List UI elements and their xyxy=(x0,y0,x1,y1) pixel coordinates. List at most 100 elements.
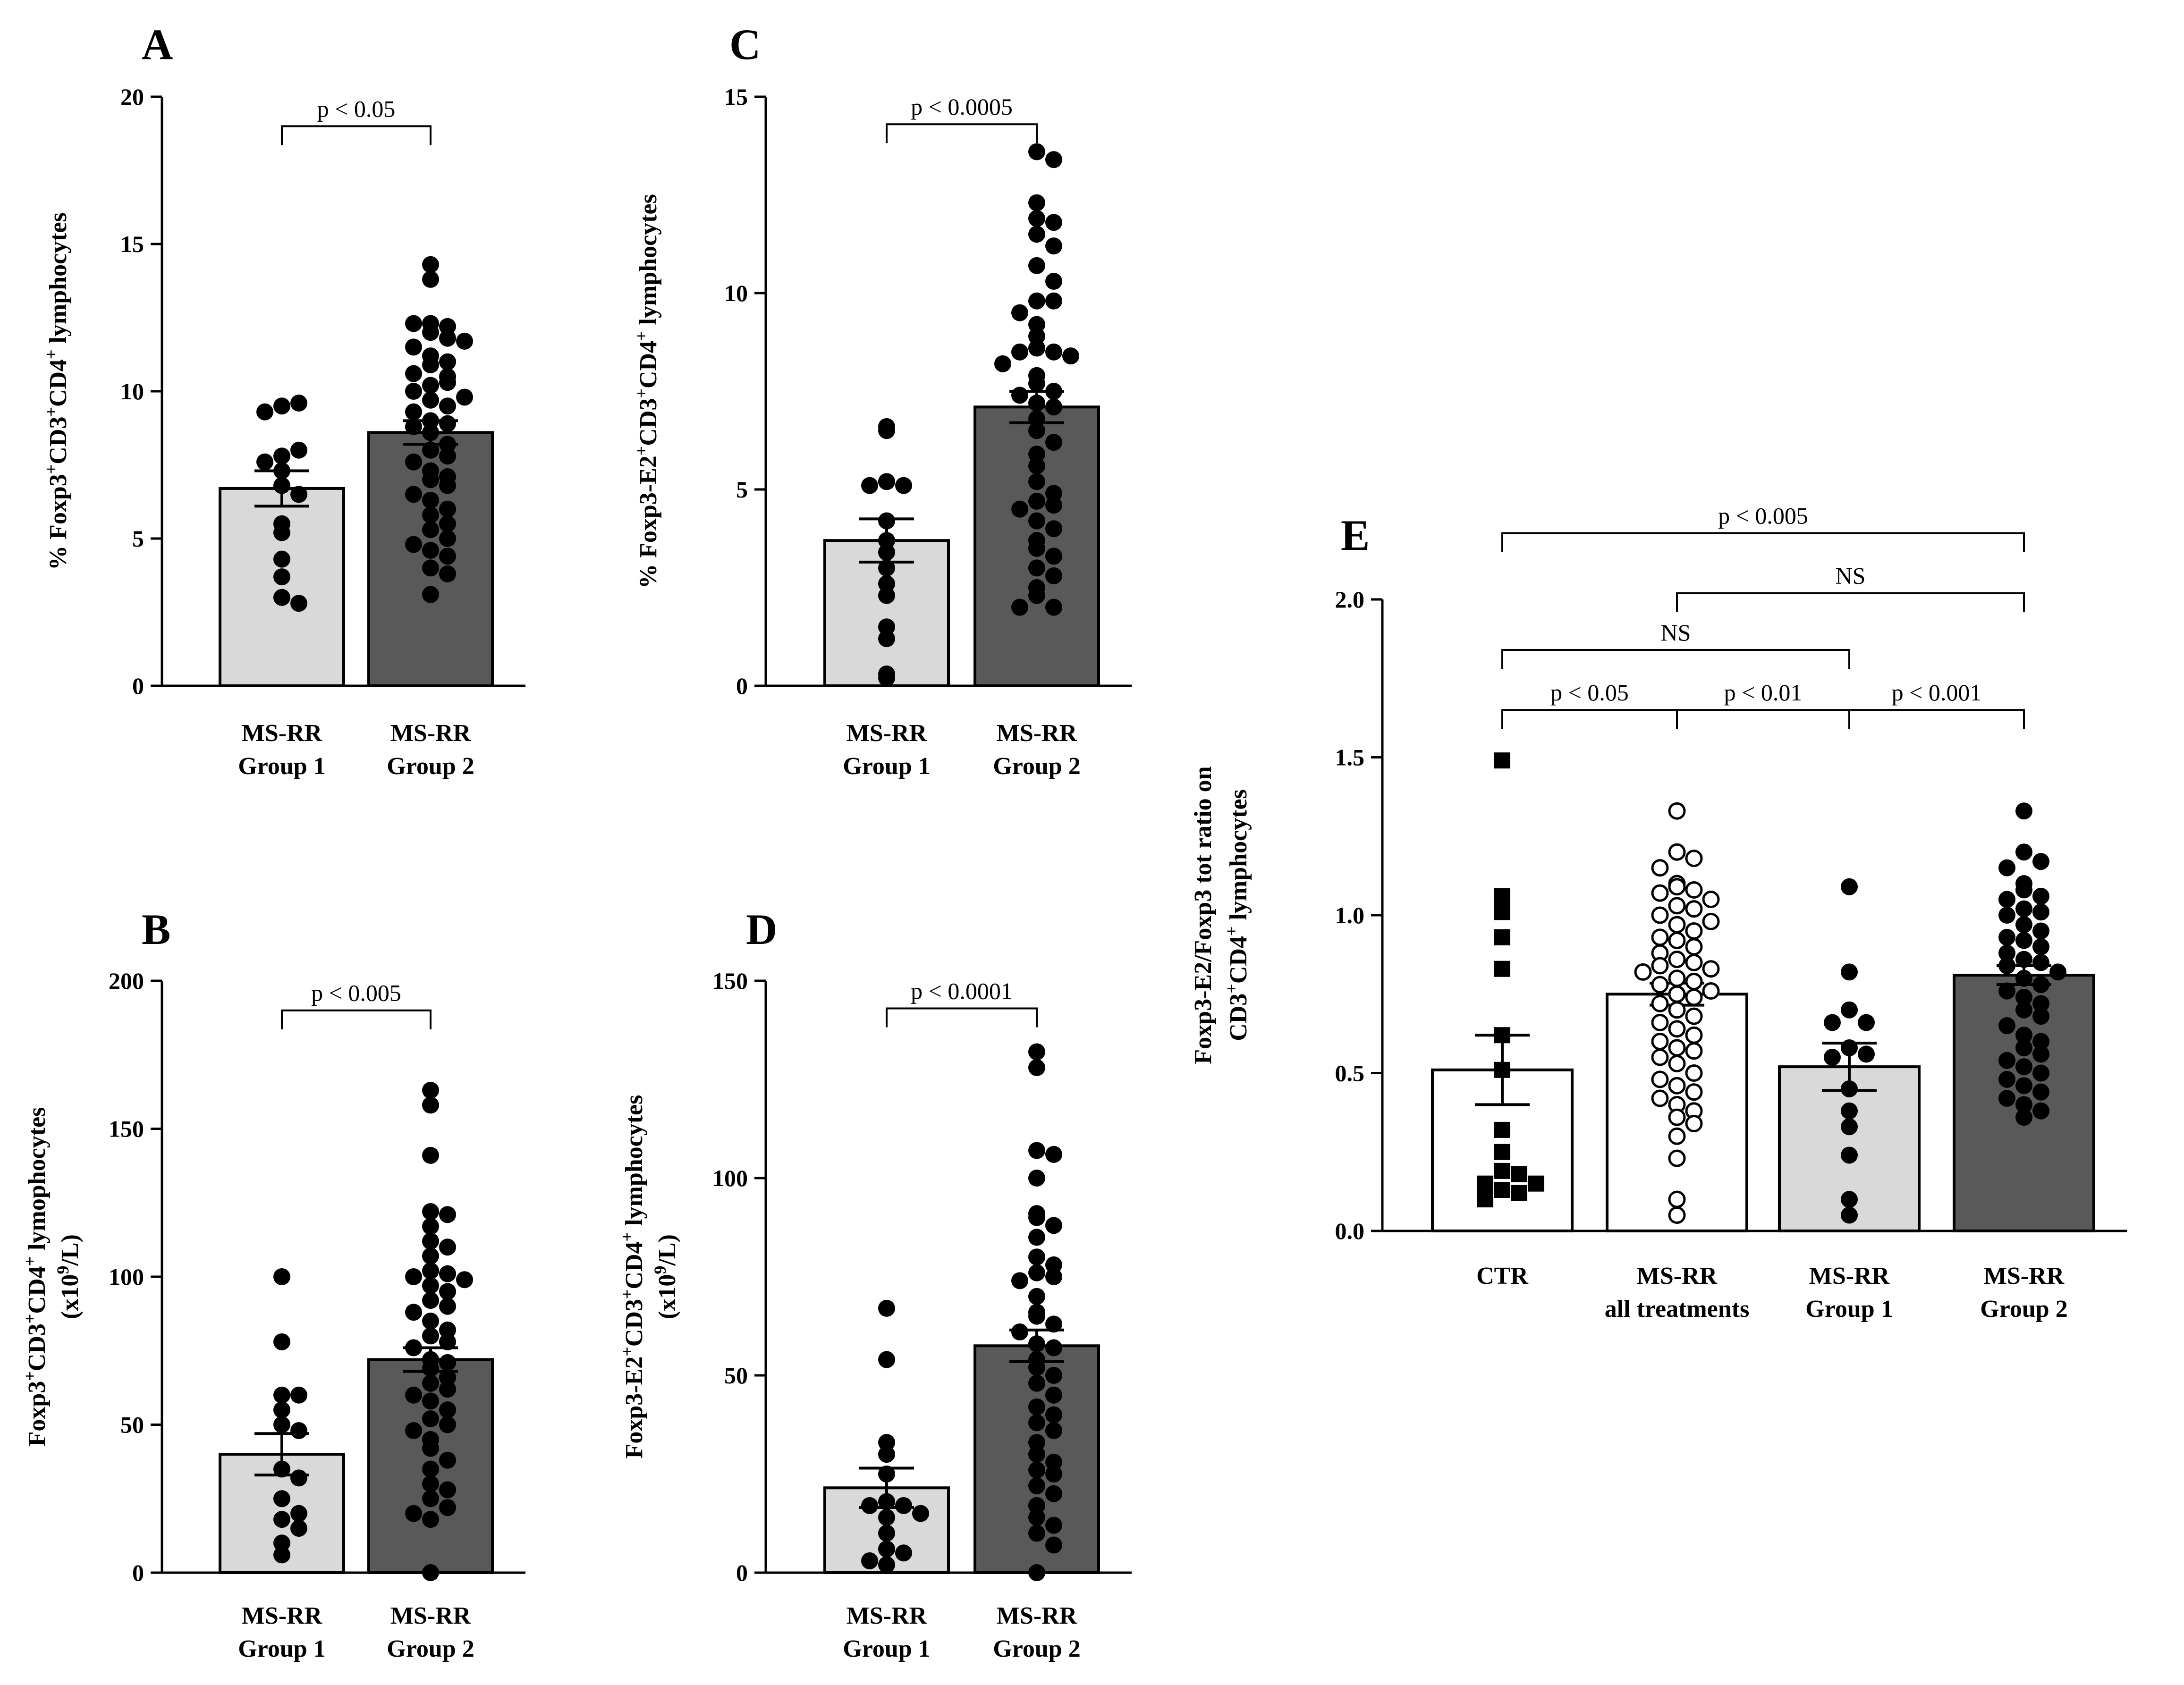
data-point xyxy=(1028,446,1045,463)
data-point xyxy=(1494,888,1510,904)
data-point xyxy=(1494,960,1510,977)
data-point xyxy=(1998,944,2015,962)
data-point xyxy=(878,1446,895,1463)
data-point xyxy=(1841,1118,1858,1136)
data-point xyxy=(994,355,1011,372)
data-point xyxy=(1028,1307,1045,1325)
data-point xyxy=(1028,1359,1045,1376)
data-point xyxy=(895,1544,912,1562)
data-point xyxy=(2015,1027,2032,1044)
data-point xyxy=(878,422,895,439)
data-point xyxy=(1668,932,1686,950)
data-point xyxy=(422,521,439,539)
data-point xyxy=(1651,928,1669,946)
data-point xyxy=(439,1499,456,1516)
data-point xyxy=(1028,1170,1045,1187)
data-point xyxy=(1028,1564,1045,1581)
category-label: MS-RR xyxy=(242,1602,323,1629)
data-point xyxy=(1668,897,1686,915)
y-tick-label: 150 xyxy=(109,1116,144,1142)
data-point xyxy=(273,1460,290,1478)
data-point xyxy=(1028,1264,1045,1281)
panel-letter-B: B xyxy=(142,905,170,953)
data-point xyxy=(1702,912,1720,930)
category-label: MS-RR xyxy=(997,720,1078,747)
data-point xyxy=(1028,292,1045,310)
data-point xyxy=(1702,891,1720,909)
significance-bracket xyxy=(1501,649,1850,669)
category-label: MS-RR xyxy=(242,720,323,747)
data-point xyxy=(1028,1461,1045,1479)
data-point xyxy=(439,1297,456,1315)
data-point xyxy=(1668,1077,1686,1095)
data-point xyxy=(2032,976,2049,994)
data-point xyxy=(422,1313,439,1330)
y-tick-label: 0.5 xyxy=(1335,1060,1365,1087)
data-point xyxy=(439,415,456,432)
data-point xyxy=(1668,843,1686,861)
y-axis-label: Foxp3-E2/Foxp3 tot ratio on xyxy=(1190,766,1217,1064)
data-point xyxy=(1028,512,1045,530)
data-point xyxy=(1511,1166,1527,1182)
category-label: MS-RR xyxy=(390,720,472,747)
data-point xyxy=(1824,1014,1841,1031)
y-tick-label: 200 xyxy=(109,968,144,994)
data-point xyxy=(1045,1466,1062,1483)
data-point xyxy=(273,1268,290,1285)
data-point xyxy=(1668,1054,1686,1072)
data-point xyxy=(1494,1062,1510,1078)
data-point xyxy=(405,403,422,421)
y-axis-label-part: + xyxy=(632,388,651,398)
data-point xyxy=(439,530,456,547)
data-point xyxy=(273,1386,290,1404)
data-point xyxy=(1045,1268,1062,1285)
data-point xyxy=(1858,1045,1875,1063)
data-point xyxy=(422,1374,439,1392)
data-point xyxy=(1494,929,1510,945)
data-point xyxy=(1494,1027,1510,1044)
data-point xyxy=(405,453,422,471)
significance-label: p < 0.0001 xyxy=(911,978,1013,1004)
significance-bracket xyxy=(1676,592,2025,612)
y-axis-label-part: /L) xyxy=(57,1234,84,1266)
data-point xyxy=(1028,194,1045,211)
data-point xyxy=(1685,1115,1703,1133)
y-axis-label-part: + xyxy=(618,1347,636,1356)
data-point xyxy=(1028,1335,1045,1353)
data-point xyxy=(439,1283,456,1300)
y-tick-label: 10 xyxy=(724,280,748,306)
data-point xyxy=(1028,539,1045,557)
data-point xyxy=(1685,1083,1703,1101)
data-point xyxy=(2015,900,2032,918)
data-point xyxy=(1045,485,1062,502)
data-point xyxy=(439,374,456,391)
category-label: CTR xyxy=(1476,1263,1529,1289)
significance-bracket xyxy=(1501,709,1678,729)
y-axis-label-part: CD3 xyxy=(1225,994,1252,1041)
data-point xyxy=(1028,339,1045,357)
y-axis-label-part: lymphocytes xyxy=(635,194,662,331)
data-point xyxy=(878,1466,895,1483)
data-point xyxy=(2015,969,2032,987)
data-point xyxy=(1858,1014,1875,1031)
data-point xyxy=(405,1339,422,1356)
data-point xyxy=(422,1392,439,1410)
y-axis-label: % Foxp3-E2+CD3+CD4+ lymphocytes xyxy=(632,194,662,589)
y-axis-label-part: + xyxy=(618,1289,636,1299)
data-point xyxy=(290,394,307,412)
data-point xyxy=(878,587,895,604)
data-point xyxy=(422,541,439,559)
data-point xyxy=(1651,994,1669,1012)
panel-letter-D: D xyxy=(746,905,777,953)
data-point xyxy=(405,1505,422,1522)
data-point xyxy=(1998,1070,2015,1088)
data-point xyxy=(422,1203,439,1221)
data-point xyxy=(2032,1008,2049,1025)
data-point xyxy=(2015,1077,2032,1095)
data-point xyxy=(1668,951,1686,969)
y-axis-label-part: + xyxy=(20,1314,39,1324)
data-point xyxy=(1685,900,1703,918)
